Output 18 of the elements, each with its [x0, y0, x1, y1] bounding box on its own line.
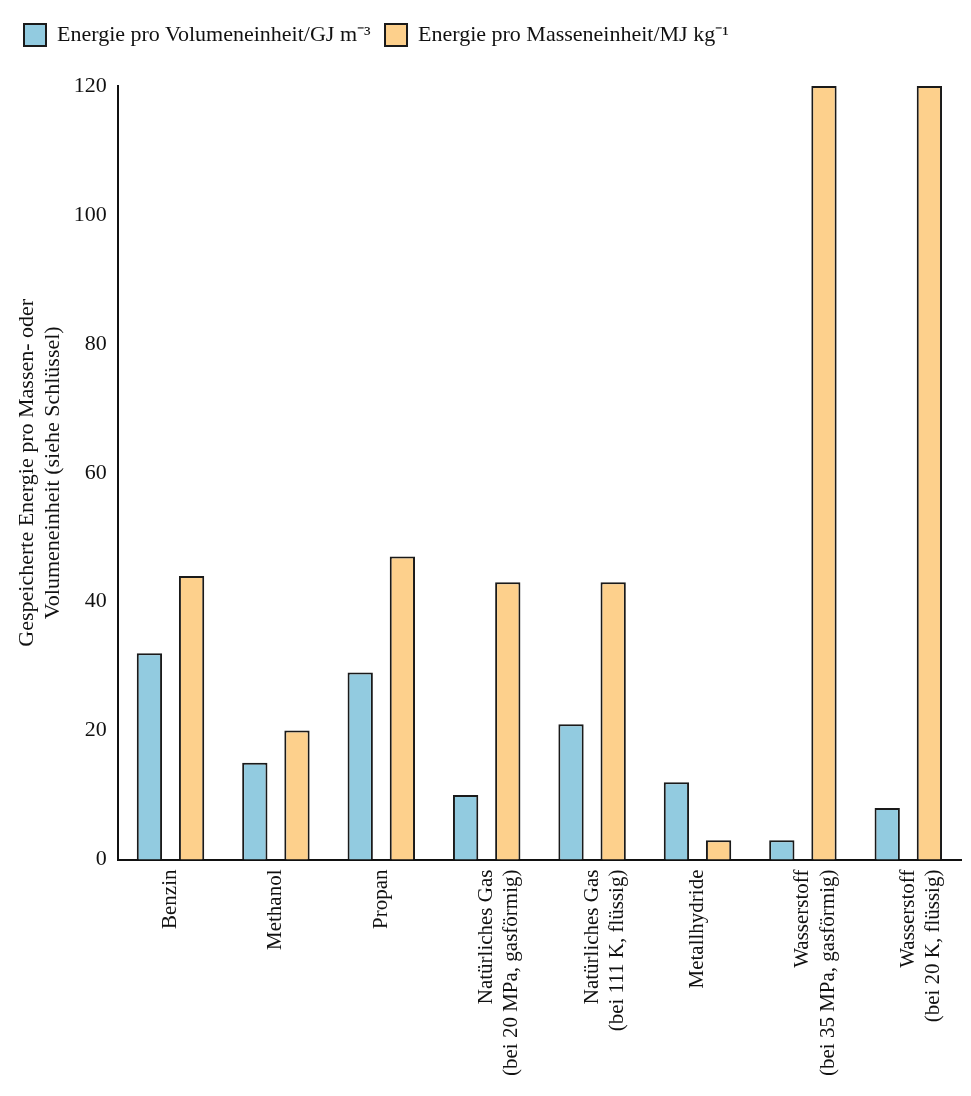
x-tick-label: Methanol	[262, 869, 287, 951]
y-axis-title: Gespeicherte Energie pro Massen- oder Volumeneinheit (siehe Schlüssel)	[12, 298, 65, 647]
legend-label: Energie pro Masseneinheit/MJ kg⁻¹	[418, 20, 729, 46]
legend-label: Energie pro Volumeneinheit/GJ m⁻³	[57, 20, 372, 46]
x-tick-label: Natürliches Gas (bei 20 MPa, gasförmig)	[473, 869, 523, 1077]
y-tick-label: 0	[95, 845, 107, 871]
x-tick-label: Natürliches Gas (bei 111 K, flüssig)	[578, 869, 628, 1032]
y-tick-label: 100	[73, 200, 107, 226]
x-tick-label: Wasserstoff (bei 20 K, flüssig)	[894, 869, 945, 1023]
y-tick-label: 60	[84, 458, 107, 484]
x-tick-label: Benzin	[157, 869, 182, 930]
x-tick-label: Wasserstoff (bei 35 MPa, gasförmig)	[789, 869, 839, 1077]
y-tick-label: 120	[73, 71, 107, 97]
y-tick-label: 80	[84, 329, 107, 355]
y-tick-label: 40	[84, 587, 107, 613]
y-tick-label: 20	[84, 716, 107, 742]
x-tick-label: Metallhydride	[684, 869, 709, 989]
x-tick-label: Propan	[367, 869, 392, 930]
